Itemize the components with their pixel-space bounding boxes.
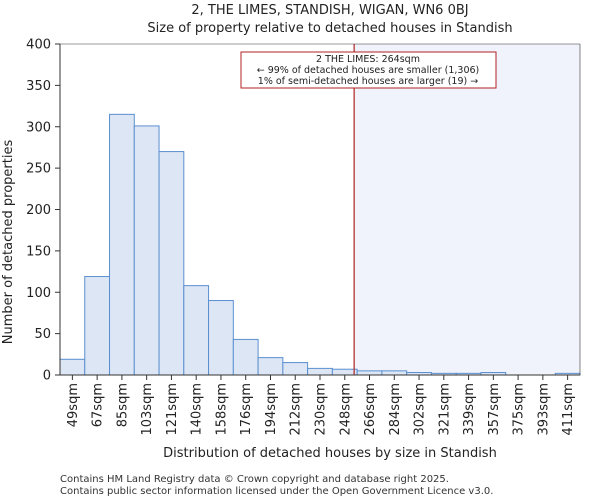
y-tick-label-50: 50: [34, 327, 51, 342]
bar-103sqm: [133, 125, 160, 376]
x-tick-label-266sqm: 266sqm: [363, 383, 378, 436]
bar-248sqm: [331, 368, 358, 376]
bar-140sqm: [183, 285, 210, 376]
x-tick-label-302sqm: 302sqm: [413, 383, 428, 436]
bar-49sqm: [59, 358, 86, 376]
y-tick-label-350: 350: [26, 79, 51, 94]
y-tick-label-250: 250: [26, 162, 51, 177]
y-tick-label-400: 400: [26, 38, 51, 53]
bar-176sqm: [232, 338, 259, 376]
x-ticks-layer: 49sqm 67sqm 85sqm 103sqm 121sqm 140sqm 158sqm 1…: [66, 375, 576, 436]
y-tick-label-150: 150: [26, 244, 51, 259]
footer-line-2: Contains public sector information licen…: [60, 486, 493, 497]
x-tick-label-375sqm: 375sqm: [512, 383, 527, 436]
x-tick-label-357sqm: 357sqm: [487, 383, 502, 436]
y-ticks-layer: 0 50 100 150 200 250 300 350 400: [26, 38, 60, 384]
bar-158sqm: [208, 300, 234, 376]
x-tick-label-393sqm: 393sqm: [536, 383, 551, 436]
y-tick-label-0: 0: [43, 369, 51, 384]
x-axis-label: Distribution of detached houses by size …: [163, 446, 497, 461]
highlight-region-layer: [354, 44, 580, 375]
x-tick-label-248sqm: 248sqm: [338, 383, 353, 436]
highlight-region: [354, 44, 580, 375]
bar-194sqm: [257, 357, 284, 376]
x-tick-label-321sqm: 321sqm: [437, 383, 452, 436]
x-tick-label-230sqm: 230sqm: [314, 383, 329, 436]
x-tick-label-85sqm: 85sqm: [115, 383, 130, 427]
x-tick-label-121sqm: 121sqm: [165, 383, 180, 436]
x-tick-label-411sqm: 411sqm: [561, 383, 576, 436]
x-tick-label-284sqm: 284sqm: [388, 383, 403, 436]
x-tick-label-176sqm: 176sqm: [239, 383, 254, 436]
bars-layer: [59, 113, 581, 376]
x-tick-label-158sqm: 158sqm: [214, 383, 229, 436]
x-tick-label-49sqm: 49sqm: [66, 383, 81, 427]
bar-67sqm: [84, 276, 111, 376]
y-tick-label-100: 100: [26, 286, 51, 301]
annotation-border: [240, 51, 497, 89]
y-axis-label: Number of detached properties: [1, 140, 16, 345]
y-tick-label-300: 300: [26, 120, 51, 135]
bar-85sqm: [109, 113, 135, 376]
bar-230sqm: [307, 367, 333, 376]
bar-266sqm: [356, 370, 383, 376]
bar-284sqm: [381, 370, 408, 376]
annotation-line-2: ← 99% of detached houses are smaller (1,…: [257, 65, 480, 76]
annotation-line-3: 1% of semi-detached houses are larger (1…: [258, 76, 478, 87]
x-tick-label-212sqm: 212sqm: [289, 383, 304, 436]
annotation-line-1: 2 THE LIMES: 264sqm: [316, 54, 420, 65]
bar-212sqm: [282, 362, 309, 376]
x-tick-label-194sqm: 194sqm: [264, 383, 279, 436]
y-tick-label-200: 200: [26, 203, 51, 218]
annotation-box: 2 THE LIMES: 264sqm ← 99% of detached ho…: [240, 51, 497, 89]
x-tick-label-339sqm: 339sqm: [462, 383, 477, 436]
x-tick-label-67sqm: 67sqm: [91, 383, 106, 427]
chart-subtitle: Size of property relative to detached ho…: [147, 21, 512, 36]
x-tick-label-103sqm: 103sqm: [140, 383, 155, 436]
chart-title: 2, THE LIMES, STANDISH, WIGAN, WN6 0BJ: [191, 3, 468, 18]
footer-line-1: Contains HM Land Registry data © Crown c…: [60, 474, 449, 485]
x-tick-label-140sqm: 140sqm: [190, 383, 205, 436]
bar-121sqm: [158, 151, 185, 376]
